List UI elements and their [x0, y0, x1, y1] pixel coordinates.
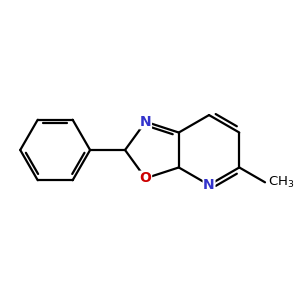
- Text: N: N: [203, 178, 215, 192]
- Text: O: O: [140, 171, 152, 185]
- Text: CH$_3$: CH$_3$: [268, 175, 294, 190]
- Text: N: N: [140, 115, 152, 129]
